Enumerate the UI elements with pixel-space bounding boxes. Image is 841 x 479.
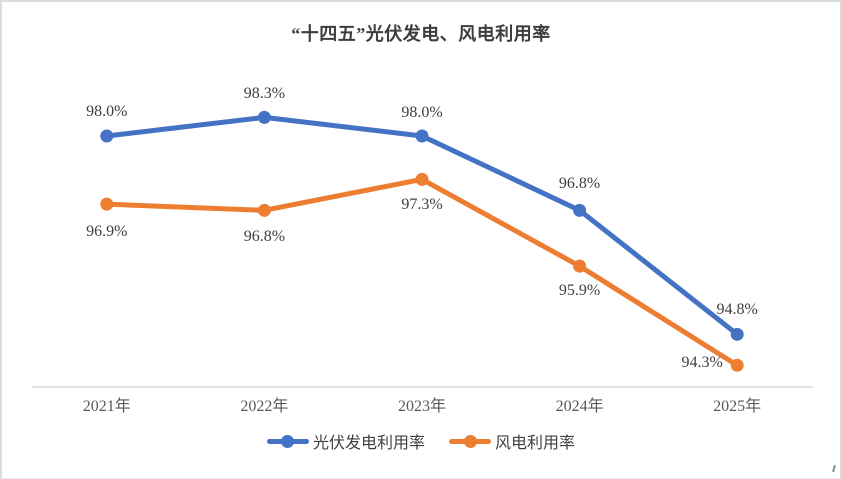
wind-series-point-2023年[interactable]	[415, 172, 429, 186]
chart-title: “十四五”光伏发电、风电利用率	[291, 24, 551, 44]
wind-series-data-label-2025年: 94.3%	[681, 354, 723, 372]
wind-series-data-label-2021年: 96.9%	[86, 223, 128, 241]
wind-series-data-label-2023年: 97.3%	[401, 196, 443, 214]
pv-series-point-2025年[interactable]	[730, 327, 744, 341]
x-axis-label-2025年: 2025年	[713, 398, 762, 415]
pv-series-point-2024年[interactable]	[573, 203, 587, 217]
wind-series-point-2024年[interactable]	[573, 259, 587, 273]
legend: 光伏发电利用率 风电利用率	[2, 429, 840, 453]
wind-series-point-2022年[interactable]	[257, 203, 271, 217]
legend-item-pv[interactable]: 光伏发电利用率	[266, 429, 425, 453]
pv-series-line	[104, 114, 740, 337]
pv-series-data-label-2021年: 98.0%	[86, 102, 128, 120]
x-axis-label-2023年: 2023年	[397, 398, 447, 415]
x-axis-label-2021年: 2021年	[82, 398, 131, 415]
wind-series-data-label-2022年: 96.8%	[243, 228, 286, 246]
pv-series-data-label-2024年: 96.8%	[558, 175, 601, 193]
pv-series-point-2023年[interactable]	[415, 129, 429, 143]
legend-item-wind[interactable]: 风电利用率	[449, 429, 575, 453]
pv-series-point-2022年[interactable]	[257, 110, 271, 124]
pv-series-data-label-2022年: 98.3%	[243, 85, 286, 103]
legend-label-wind: 风电利用率	[495, 435, 576, 452]
wind-series-point-2025年[interactable]	[730, 358, 744, 372]
legend-label-pv: 光伏发电利用率	[312, 435, 425, 452]
wind-series-point-2021年[interactable]	[100, 197, 114, 211]
pv-series-data-label-2023年: 98.0%	[401, 103, 443, 121]
pv-series-data-label-2025年: 94.8%	[716, 301, 758, 319]
wind-series-data-label-2024年: 95.9%	[558, 282, 601, 300]
wind-line-marker-icon	[449, 434, 491, 448]
x-axis-label-2022年: 2022年	[240, 398, 289, 415]
pv-series-point-2021年[interactable]	[100, 129, 114, 143]
pv-line-marker-icon	[266, 434, 309, 448]
x-axis-label-2024年: 2024年	[555, 398, 604, 415]
